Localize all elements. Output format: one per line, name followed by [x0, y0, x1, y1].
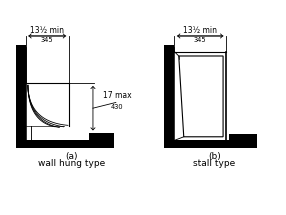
- Text: 17 max: 17 max: [103, 91, 132, 100]
- Text: 430: 430: [111, 104, 124, 110]
- Text: 345: 345: [194, 37, 206, 43]
- Text: (b): (b): [208, 152, 221, 161]
- Polygon shape: [164, 45, 174, 140]
- Text: 13½ min: 13½ min: [183, 26, 217, 35]
- Polygon shape: [16, 45, 26, 140]
- Text: (a): (a): [65, 152, 78, 161]
- Text: wall hung type: wall hung type: [38, 159, 105, 168]
- Text: 13½ min: 13½ min: [30, 26, 64, 35]
- Polygon shape: [229, 134, 257, 140]
- Polygon shape: [164, 140, 257, 147]
- Polygon shape: [179, 56, 223, 137]
- Polygon shape: [89, 133, 114, 140]
- Polygon shape: [16, 140, 114, 147]
- Text: 345: 345: [41, 37, 53, 43]
- Text: stall type: stall type: [193, 159, 236, 168]
